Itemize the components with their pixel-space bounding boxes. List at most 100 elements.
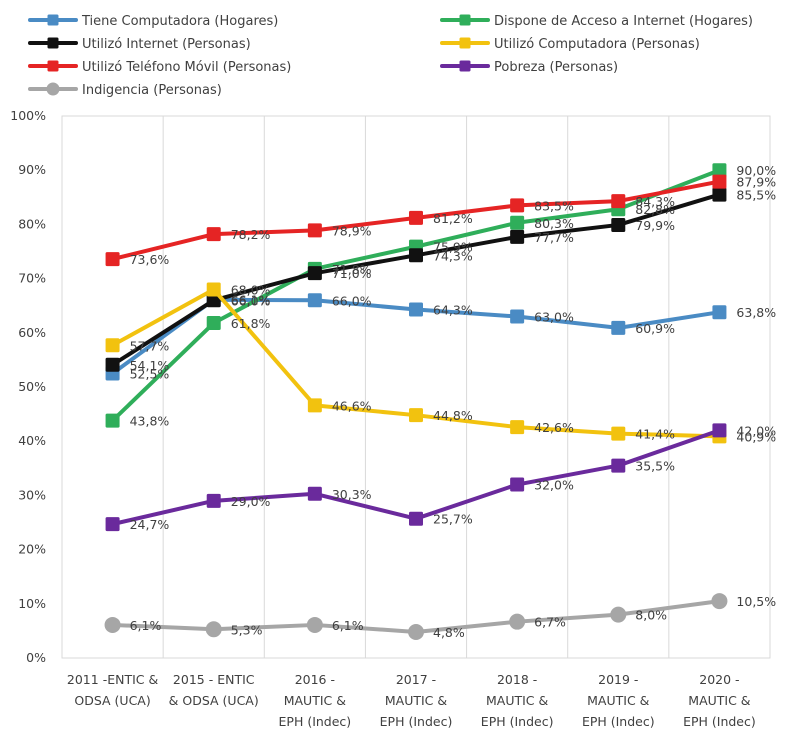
- data-label: 40,9%: [736, 429, 776, 444]
- data-label: 43,8%: [130, 414, 170, 429]
- data-label: 83,5%: [534, 198, 574, 213]
- data-label: 71,0%: [332, 266, 372, 281]
- x-tick-label-line: MAUTIC &: [486, 693, 549, 708]
- y-tick-label: 50%: [18, 379, 46, 394]
- data-point-marker: [105, 338, 120, 353]
- data-label: 42,0%: [736, 423, 776, 438]
- data-label: 29,0%: [231, 494, 271, 509]
- data-label: 61,8%: [231, 316, 271, 331]
- data-label: 77,7%: [534, 230, 574, 245]
- x-tick-label-line: 2017 -: [396, 672, 436, 687]
- data-label: 71,8%: [332, 262, 372, 277]
- legend-label: Utilizó Computadora (Personas): [494, 37, 700, 52]
- data-point-marker: [611, 194, 626, 209]
- legend-label: Pobreza (Personas): [494, 60, 618, 75]
- data-label: 54,1%: [130, 358, 170, 373]
- data-point-marker: [459, 14, 471, 26]
- data-point-marker: [611, 217, 626, 232]
- x-tick-label-line: 2020 -: [699, 672, 739, 687]
- data-label: 90,0%: [736, 163, 776, 178]
- data-label: 4,8%: [433, 625, 465, 640]
- data-point-marker: [510, 477, 525, 492]
- data-label: 42,6%: [534, 420, 574, 435]
- x-tick-label-line: MAUTIC &: [587, 693, 650, 708]
- data-point-marker: [409, 248, 423, 263]
- data-point-marker: [510, 309, 525, 324]
- legend-label: Dispone de Acceso a Internet (Hogares): [494, 14, 753, 29]
- legend-entry: Indigencia (Personas): [28, 82, 222, 98]
- data-point-marker: [307, 266, 322, 281]
- x-tick-label: 2011 -ENTIC & ODSA (UCA): [67, 672, 159, 708]
- legend-label: Indigencia (Personas): [82, 83, 222, 98]
- data-labels-group: 52,5%66,1% 66,0%64,3% 63,0%60,9%63,8%43,8%…: [130, 163, 777, 640]
- y-tick-label: 70%: [18, 271, 46, 286]
- data-point-marker: [611, 320, 626, 335]
- series-line: [105, 282, 727, 444]
- x-tick-label-line: MAUTIC &: [688, 693, 751, 708]
- data-point-marker: [611, 426, 626, 441]
- y-tick-label: 60%: [18, 325, 46, 340]
- plot-border: [61, 115, 771, 659]
- x-tick-label: 2020 - MAUTIC & EPH (Indec): [683, 672, 756, 729]
- data-label: 79,9%: [635, 218, 675, 233]
- y-tick-label: 40%: [18, 433, 46, 448]
- data-label: 84,3%: [635, 194, 675, 209]
- legend: Tiene Computadora (Hogares) Dispone de Ac…: [28, 14, 753, 98]
- data-point-marker: [47, 37, 59, 49]
- data-label: 57,7%: [130, 338, 170, 353]
- data-label: 63,8%: [736, 305, 776, 320]
- x-tick-label-line: EPH (Indec): [481, 714, 554, 729]
- x-tick-label-line: EPH (Indec): [380, 714, 453, 729]
- data-point-marker: [47, 14, 59, 26]
- data-label: 6,7%: [534, 615, 566, 630]
- series-line: [104, 593, 728, 640]
- data-point-marker: [307, 223, 322, 238]
- data-label: 52,5%: [130, 366, 170, 381]
- series-path: [110, 428, 722, 527]
- data-label: 66,0%: [231, 293, 271, 308]
- data-point-marker: [206, 493, 221, 508]
- legend-entry: Utilizó Computadora (Personas): [440, 37, 700, 52]
- data-label: 74,3%: [433, 248, 473, 263]
- data-point-marker: [408, 623, 424, 640]
- x-tick-label-line: EPH (Indec): [582, 714, 655, 729]
- data-point-marker: [610, 606, 627, 623]
- legend-entry: Utilizó Internet (Personas): [28, 37, 251, 52]
- x-tick-label: 2018 - MAUTIC & EPH (Indec): [481, 672, 554, 729]
- x-tick-label: 2016 - MAUTIC & EPH (Indec): [279, 672, 352, 729]
- x-tick-label-line: ODSA (UCA): [74, 693, 150, 708]
- data-point-marker: [509, 613, 526, 630]
- x-tick-label-line: MAUTIC &: [284, 693, 347, 708]
- data-label: 66,1%: [231, 293, 271, 308]
- data-point-marker: [409, 210, 423, 225]
- data-point-marker: [105, 252, 120, 267]
- x-tick-label-line: EPH (Indec): [683, 714, 756, 729]
- data-point-marker: [510, 198, 525, 213]
- data-point-marker: [206, 282, 221, 297]
- series-line: [105, 187, 727, 372]
- series-line: [105, 174, 727, 267]
- data-label: 24,7%: [130, 517, 170, 532]
- data-label: 6,1%: [130, 618, 162, 633]
- data-label: 80,3%: [534, 216, 574, 231]
- data-point-marker: [510, 215, 525, 230]
- data-label: 44,8%: [433, 408, 473, 423]
- data-label: 64,3%: [433, 302, 473, 317]
- data-point-marker: [206, 293, 221, 308]
- data-point-marker: [459, 60, 471, 72]
- x-tick-label-line: & ODSA (UCA): [169, 693, 259, 708]
- data-label: 41,4%: [635, 427, 675, 442]
- data-point-marker: [409, 302, 423, 317]
- x-tick-label-line: 2011 -ENTIC &: [67, 672, 159, 687]
- series-group: [104, 163, 728, 640]
- y-tick-label: 100%: [10, 108, 46, 123]
- series-line: [105, 423, 727, 532]
- data-point-marker: [47, 60, 59, 72]
- data-label: 82,8%: [635, 202, 675, 217]
- data-label: 63,0%: [534, 310, 574, 325]
- data-point-marker: [712, 163, 727, 178]
- data-point-marker: [712, 305, 727, 320]
- legend-entry: Pobreza (Personas): [440, 60, 618, 75]
- data-label: 8,0%: [635, 608, 667, 623]
